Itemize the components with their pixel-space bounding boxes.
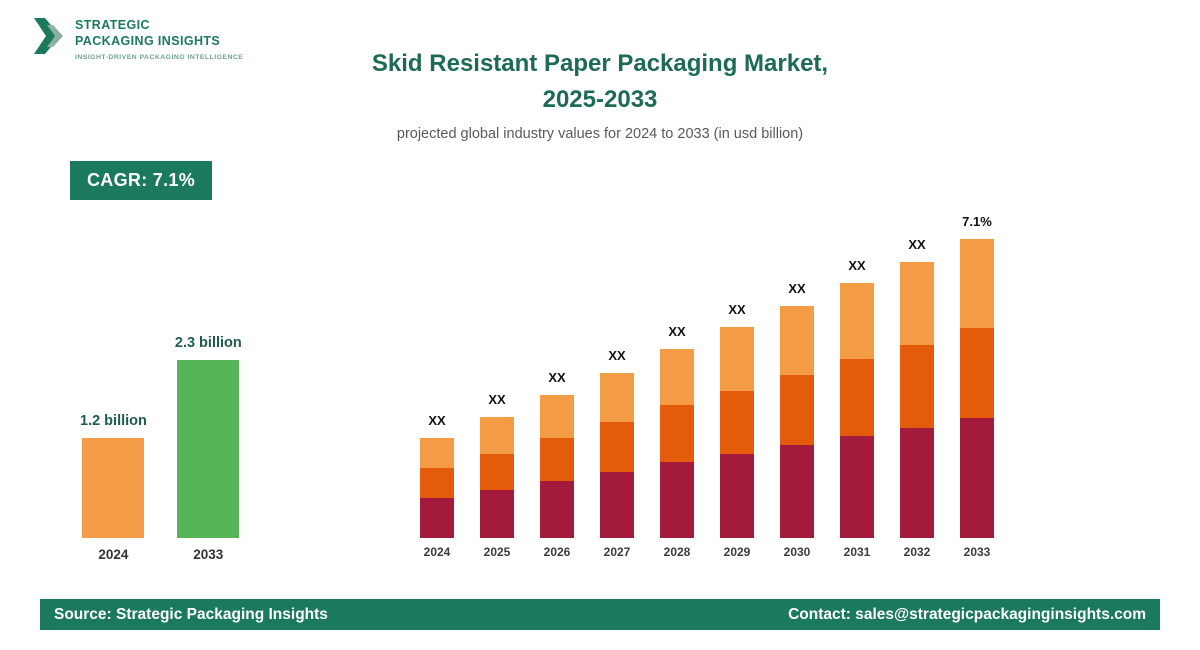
bar-segment-middle-segment bbox=[840, 359, 874, 436]
summary-value-label: 2.3 billion bbox=[174, 335, 242, 351]
summary-value-label: 1.2 billion bbox=[80, 413, 147, 429]
stacked-bar bbox=[780, 306, 814, 538]
bar-year-label: 2028 bbox=[663, 545, 691, 559]
chevron-logo-icon bbox=[34, 18, 63, 54]
bar-segment-top-segment bbox=[960, 239, 994, 328]
bar-value-label: XX bbox=[728, 302, 746, 317]
bar-value-label: XX bbox=[488, 392, 506, 407]
bar-segment-middle-segment bbox=[780, 375, 814, 445]
bar-segment-top-segment bbox=[720, 327, 754, 391]
footer-bar: Source: Strategic Packaging Insights Con… bbox=[40, 599, 1160, 630]
footer-source: Source: Strategic Packaging Insights bbox=[54, 605, 328, 623]
bar-segment-middle-segment bbox=[480, 454, 514, 490]
stacked-bar bbox=[840, 283, 874, 538]
bar-segment-top-segment bbox=[660, 349, 694, 405]
stacked-bar bbox=[720, 327, 754, 538]
bar-value-label: XX bbox=[908, 237, 926, 252]
bar-segment-bottom-segment bbox=[540, 481, 574, 538]
bar-column: XX 2025 bbox=[480, 392, 514, 559]
bar-year-label: 2027 bbox=[603, 545, 631, 559]
stacked-bar bbox=[960, 239, 994, 538]
brand-name: STRATEGIC PACKAGING INSIGHTS INSIGHT-DRI… bbox=[75, 16, 243, 61]
bar-year-label: 2030 bbox=[783, 545, 811, 559]
bar-year-label: 2031 bbox=[843, 545, 871, 559]
bar-segment-bottom-segment bbox=[600, 472, 634, 538]
summary-bar bbox=[82, 438, 145, 538]
brand-logo: STRATEGIC PACKAGING INSIGHTS INSIGHT-DRI… bbox=[32, 16, 243, 61]
brand-name-line1: STRATEGIC bbox=[75, 18, 150, 32]
stacked-bar bbox=[480, 417, 514, 538]
page-subtitle: projected global industry values for 202… bbox=[396, 126, 804, 142]
stacked-bar bbox=[600, 373, 634, 538]
bar-segment-middle-segment bbox=[600, 422, 634, 472]
stacked-bar bbox=[900, 262, 934, 538]
bar-value-label: XX bbox=[608, 348, 626, 363]
bar-segment-middle-segment bbox=[720, 391, 754, 454]
bar-year-label: 2029 bbox=[723, 545, 751, 559]
bar-column: XX 2027 bbox=[600, 348, 634, 559]
bar-segment-top-segment bbox=[480, 417, 514, 454]
footer-contact: Contact: sales@strategicpackaginginsight… bbox=[788, 605, 1146, 623]
bar-segment-top-segment bbox=[840, 283, 874, 359]
bar-value-label: XX bbox=[428, 413, 446, 428]
summary-bar-chart: 1.2 billion 2024 2.3 billion 2033 bbox=[80, 335, 242, 562]
bar-segment-middle-segment bbox=[660, 405, 694, 462]
stacked-bar bbox=[420, 438, 454, 538]
stacked-bar bbox=[540, 395, 574, 538]
bar-column: XX 2024 bbox=[420, 413, 454, 559]
stacked-bars: XX 2024 XX 2025 XX 2026 XX 2027 XX 2028 XX 2029 XX 20… bbox=[420, 214, 994, 559]
bar-segment-bottom-segment bbox=[900, 428, 934, 538]
bar-segment-top-segment bbox=[900, 262, 934, 345]
bar-segment-bottom-segment bbox=[660, 462, 694, 538]
bar-segment-bottom-segment bbox=[780, 445, 814, 538]
summary-bars: 1.2 billion 2024 2.3 billion 2033 bbox=[80, 335, 242, 562]
bar-column: XX 2028 bbox=[660, 324, 694, 559]
bar-segment-bottom-segment bbox=[960, 418, 994, 538]
bar-segment-middle-segment bbox=[540, 438, 574, 481]
bar-segment-top-segment bbox=[420, 438, 454, 468]
bar-segment-middle-segment bbox=[960, 328, 994, 418]
bar-column: XX 2031 bbox=[840, 258, 874, 559]
bar-year-label: 2032 bbox=[903, 545, 931, 559]
bar-segment-top-segment bbox=[600, 373, 634, 422]
bar-segment-top-segment bbox=[780, 306, 814, 375]
cagr-badge: CAGR: 7.1% bbox=[70, 161, 213, 200]
bar-segment-bottom-segment bbox=[840, 436, 874, 538]
bar-column: 7.1% 2033 bbox=[960, 214, 994, 559]
bar-year-label: 2025 bbox=[483, 545, 511, 559]
summary-bar-column: 1.2 billion 2024 bbox=[80, 413, 147, 562]
bar-segment-top-segment bbox=[540, 395, 574, 438]
bar-column: XX 2026 bbox=[540, 370, 574, 559]
summary-year-label: 2033 bbox=[193, 547, 224, 562]
bar-segment-bottom-segment bbox=[720, 454, 754, 538]
bar-segment-middle-segment bbox=[420, 468, 454, 498]
stacked-bar-chart: XX 2024 XX 2025 XX 2026 XX 2027 XX 2028 XX 2029 XX 20… bbox=[420, 214, 994, 559]
bar-value-label: XX bbox=[848, 258, 866, 273]
bar-value-label: XX bbox=[548, 370, 566, 385]
bar-year-label: 2033 bbox=[963, 545, 991, 559]
bar-column: XX 2029 bbox=[720, 302, 754, 559]
bar-column: XX 2030 bbox=[780, 281, 814, 559]
brand-name-line2: PACKAGING INSIGHTS bbox=[75, 33, 221, 48]
stacked-bar bbox=[660, 349, 694, 538]
bar-year-label: 2026 bbox=[543, 545, 571, 559]
page-title-line2: 2025-2033 bbox=[542, 86, 658, 113]
bar-value-label: XX bbox=[668, 324, 686, 339]
bar-value-label: 7.1% bbox=[962, 214, 992, 229]
bar-value-label: XX bbox=[788, 281, 806, 296]
summary-bar bbox=[177, 360, 240, 538]
brand-tagline: INSIGHT-DRIVEN PACKAGING INTELLIGENCE bbox=[75, 54, 244, 62]
bar-column: XX 2032 bbox=[900, 237, 934, 559]
summary-bar-column: 2.3 billion 2033 bbox=[175, 335, 242, 562]
bar-segment-bottom-segment bbox=[480, 490, 514, 538]
bar-segment-middle-segment bbox=[900, 345, 934, 428]
summary-year-label: 2024 bbox=[98, 547, 129, 562]
bar-segment-bottom-segment bbox=[420, 498, 454, 538]
bar-year-label: 2024 bbox=[423, 545, 451, 559]
